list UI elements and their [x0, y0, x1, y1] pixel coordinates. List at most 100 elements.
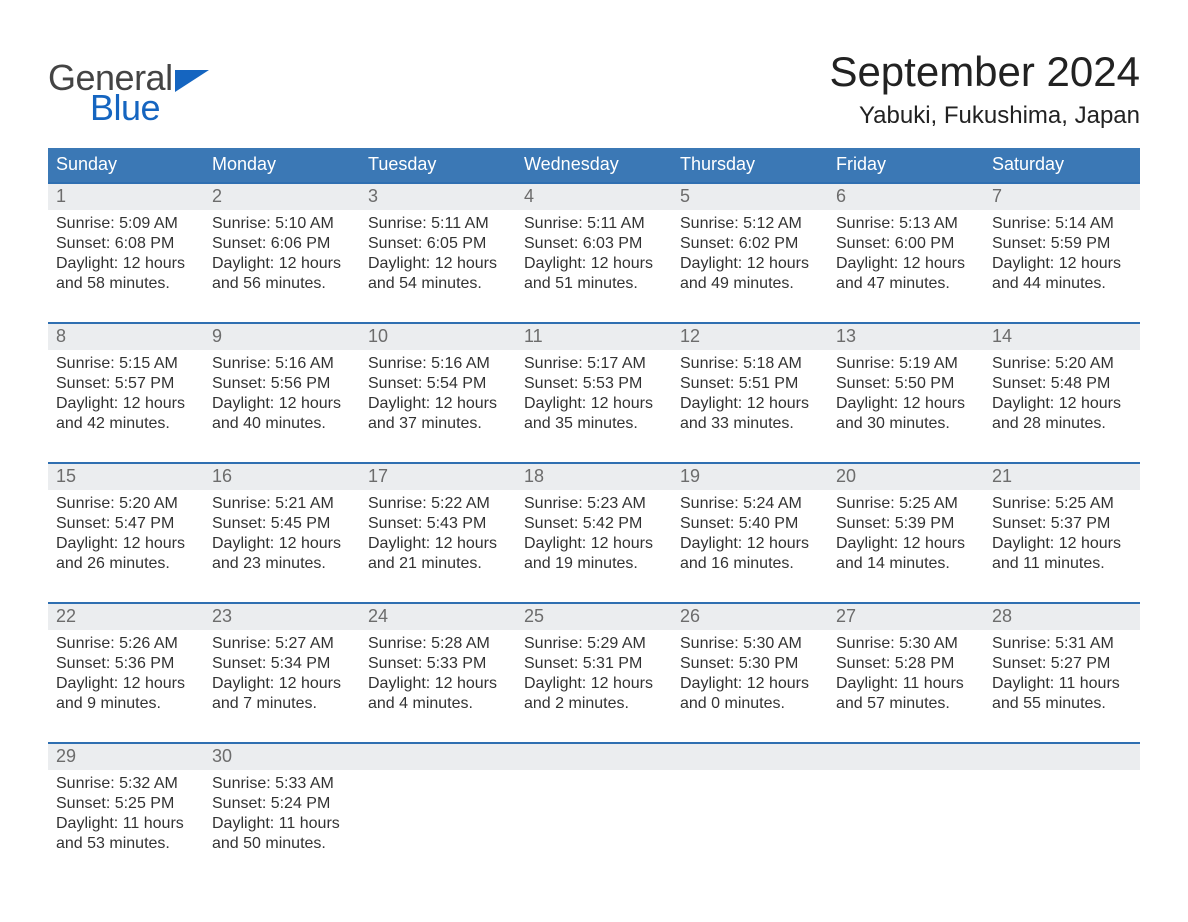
day-number-empty: [672, 744, 828, 770]
day-body: Sunrise: 5:23 AMSunset: 5:42 PMDaylight:…: [516, 490, 672, 580]
day-sunrise: Sunrise: 5:22 AM: [368, 494, 508, 514]
day-cell: 25Sunrise: 5:29 AMSunset: 5:31 PMDayligh…: [516, 604, 672, 724]
day-number: 22: [48, 604, 204, 630]
month-title: September 2024: [829, 48, 1140, 96]
calendar-page: General Blue September 2024 Yabuki, Fuku…: [0, 0, 1188, 922]
day-number: 28: [984, 604, 1140, 630]
day-body: Sunrise: 5:17 AMSunset: 5:53 PMDaylight:…: [516, 350, 672, 440]
day-sunrise: Sunrise: 5:20 AM: [992, 354, 1132, 374]
day-cell: 14Sunrise: 5:20 AMSunset: 5:48 PMDayligh…: [984, 324, 1140, 444]
day-body: Sunrise: 5:29 AMSunset: 5:31 PMDaylight:…: [516, 630, 672, 720]
day-sunset: Sunset: 5:42 PM: [524, 514, 664, 534]
day-cell: [516, 744, 672, 864]
day-cell: 23Sunrise: 5:27 AMSunset: 5:34 PMDayligh…: [204, 604, 360, 724]
day-d1: Daylight: 12 hours: [212, 394, 352, 414]
day-d2: and 37 minutes.: [368, 414, 508, 434]
day-sunrise: Sunrise: 5:33 AM: [212, 774, 352, 794]
day-cell: 20Sunrise: 5:25 AMSunset: 5:39 PMDayligh…: [828, 464, 984, 584]
day-d1: Daylight: 11 hours: [56, 814, 196, 834]
day-d1: Daylight: 12 hours: [524, 674, 664, 694]
day-sunrise: Sunrise: 5:16 AM: [368, 354, 508, 374]
weekday-friday: Friday: [828, 148, 984, 182]
day-body: Sunrise: 5:11 AMSunset: 6:03 PMDaylight:…: [516, 210, 672, 300]
day-d2: and 4 minutes.: [368, 694, 508, 714]
day-sunrise: Sunrise: 5:13 AM: [836, 214, 976, 234]
day-number: 17: [360, 464, 516, 490]
day-d2: and 7 minutes.: [212, 694, 352, 714]
day-cell: [672, 744, 828, 864]
day-number-empty: [516, 744, 672, 770]
day-d1: Daylight: 12 hours: [836, 394, 976, 414]
day-sunset: Sunset: 6:03 PM: [524, 234, 664, 254]
day-cell: 16Sunrise: 5:21 AMSunset: 5:45 PMDayligh…: [204, 464, 360, 584]
day-sunset: Sunset: 5:54 PM: [368, 374, 508, 394]
day-d1: Daylight: 12 hours: [368, 254, 508, 274]
day-sunset: Sunset: 5:51 PM: [680, 374, 820, 394]
day-d1: Daylight: 12 hours: [680, 674, 820, 694]
day-number: 21: [984, 464, 1140, 490]
day-d2: and 30 minutes.: [836, 414, 976, 434]
weekday-thursday: Thursday: [672, 148, 828, 182]
day-d2: and 51 minutes.: [524, 274, 664, 294]
day-d2: and 28 minutes.: [992, 414, 1132, 434]
day-d2: and 21 minutes.: [368, 554, 508, 574]
day-sunset: Sunset: 6:02 PM: [680, 234, 820, 254]
day-cell: 21Sunrise: 5:25 AMSunset: 5:37 PMDayligh…: [984, 464, 1140, 584]
day-number: 23: [204, 604, 360, 630]
day-cell: 9Sunrise: 5:16 AMSunset: 5:56 PMDaylight…: [204, 324, 360, 444]
day-sunset: Sunset: 5:40 PM: [680, 514, 820, 534]
day-d2: and 19 minutes.: [524, 554, 664, 574]
day-sunset: Sunset: 5:53 PM: [524, 374, 664, 394]
day-number: 27: [828, 604, 984, 630]
day-number: 30: [204, 744, 360, 770]
day-d1: Daylight: 12 hours: [992, 254, 1132, 274]
day-body: Sunrise: 5:21 AMSunset: 5:45 PMDaylight:…: [204, 490, 360, 580]
day-sunrise: Sunrise: 5:23 AM: [524, 494, 664, 514]
day-number-empty: [360, 744, 516, 770]
day-number: 9: [204, 324, 360, 350]
day-body: Sunrise: 5:10 AMSunset: 6:06 PMDaylight:…: [204, 210, 360, 300]
day-number: 13: [828, 324, 984, 350]
day-body: Sunrise: 5:32 AMSunset: 5:25 PMDaylight:…: [48, 770, 204, 860]
day-number: 8: [48, 324, 204, 350]
weekday-wednesday: Wednesday: [516, 148, 672, 182]
day-sunset: Sunset: 6:00 PM: [836, 234, 976, 254]
day-d1: Daylight: 12 hours: [680, 254, 820, 274]
day-sunset: Sunset: 5:45 PM: [212, 514, 352, 534]
day-cell: 2Sunrise: 5:10 AMSunset: 6:06 PMDaylight…: [204, 184, 360, 304]
day-sunrise: Sunrise: 5:19 AM: [836, 354, 976, 374]
day-sunrise: Sunrise: 5:30 AM: [836, 634, 976, 654]
day-sunset: Sunset: 6:06 PM: [212, 234, 352, 254]
day-body: Sunrise: 5:09 AMSunset: 6:08 PMDaylight:…: [48, 210, 204, 300]
day-d2: and 35 minutes.: [524, 414, 664, 434]
day-cell: 18Sunrise: 5:23 AMSunset: 5:42 PMDayligh…: [516, 464, 672, 584]
day-number: 16: [204, 464, 360, 490]
day-number: 5: [672, 184, 828, 210]
day-cell: 30Sunrise: 5:33 AMSunset: 5:24 PMDayligh…: [204, 744, 360, 864]
day-d2: and 0 minutes.: [680, 694, 820, 714]
day-sunset: Sunset: 5:33 PM: [368, 654, 508, 674]
day-number: 25: [516, 604, 672, 630]
day-d1: Daylight: 12 hours: [524, 254, 664, 274]
day-sunset: Sunset: 6:08 PM: [56, 234, 196, 254]
day-cell: 8Sunrise: 5:15 AMSunset: 5:57 PMDaylight…: [48, 324, 204, 444]
day-body: Sunrise: 5:33 AMSunset: 5:24 PMDaylight:…: [204, 770, 360, 860]
day-body: Sunrise: 5:15 AMSunset: 5:57 PMDaylight:…: [48, 350, 204, 440]
day-cell: 7Sunrise: 5:14 AMSunset: 5:59 PMDaylight…: [984, 184, 1140, 304]
day-d1: Daylight: 12 hours: [524, 394, 664, 414]
day-sunrise: Sunrise: 5:12 AM: [680, 214, 820, 234]
day-body: Sunrise: 5:25 AMSunset: 5:39 PMDaylight:…: [828, 490, 984, 580]
day-number: 20: [828, 464, 984, 490]
day-sunrise: Sunrise: 5:31 AM: [992, 634, 1132, 654]
day-d1: Daylight: 11 hours: [212, 814, 352, 834]
day-number: 24: [360, 604, 516, 630]
day-body: Sunrise: 5:13 AMSunset: 6:00 PMDaylight:…: [828, 210, 984, 300]
day-sunset: Sunset: 5:36 PM: [56, 654, 196, 674]
day-d2: and 50 minutes.: [212, 834, 352, 854]
day-d1: Daylight: 12 hours: [368, 534, 508, 554]
day-sunrise: Sunrise: 5:25 AM: [992, 494, 1132, 514]
day-sunset: Sunset: 5:50 PM: [836, 374, 976, 394]
day-cell: 13 Sunrise: 5:19 AMSunset: 5:50 PMDayligh…: [828, 324, 984, 444]
flag-icon: [175, 70, 209, 92]
day-d2: and 40 minutes.: [212, 414, 352, 434]
